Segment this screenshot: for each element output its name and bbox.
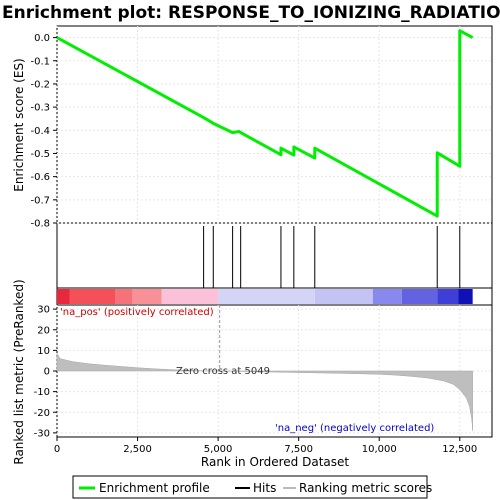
x-axis-label: Rank in Ordered Dataset: [201, 455, 349, 469]
ranked-y-tick-label: 10: [37, 346, 50, 357]
x-tick-label: 12,500: [442, 444, 477, 455]
heatmap-segment: [315, 289, 373, 304]
es-panel-frame: [57, 26, 492, 223]
heatmap-segment: [402, 289, 437, 304]
es-y-tick-label: -0.4: [30, 126, 50, 137]
ranked-y-label: Ranked list metric (PreRanked): [12, 279, 26, 464]
x-axis: 0 2,500 5,000 7,500 10,000 12,500: [54, 437, 477, 455]
heatmap-segment: [373, 289, 402, 304]
ranked-y-tick-label: -30: [34, 428, 50, 439]
heatmap-segment: [115, 289, 133, 304]
es-y-tick-label: -0.1: [30, 56, 50, 67]
es-y-tick-label: 0.0: [34, 33, 50, 44]
es-y-tick-label: -0.2: [30, 79, 50, 90]
legend-label-hits: Hits: [253, 481, 276, 495]
x-tick-label: 2,500: [123, 444, 152, 455]
heatmap-segment: [437, 289, 458, 304]
pos-correlated-label: 'na_pos' (positively correlated): [60, 307, 214, 318]
legend-label-ranking: Ranking metric scores: [299, 481, 432, 495]
heatmap-segment: [218, 289, 315, 304]
neg-correlated-label: 'na_neg' (negatively correlated): [275, 423, 434, 434]
es-y-tick-label: -0.3: [30, 103, 50, 114]
ranked-y-tick-label: -10: [34, 387, 50, 398]
ranked-y-tick-label: 20: [37, 325, 50, 336]
es-y-label: Enrichment score (ES): [12, 58, 26, 191]
es-y-tick-label: -0.6: [30, 172, 50, 183]
hits-panel-frame: [57, 223, 492, 288]
es-y-tick-label: -0.8: [30, 219, 50, 230]
rank-heatmap: [57, 289, 473, 304]
x-tick-label: 7,500: [284, 444, 313, 455]
x-tick-label: 10,000: [362, 444, 397, 455]
x-tick-label: 5,000: [204, 444, 233, 455]
es-y-axis: 0.0 -0.1 -0.2 -0.3 -0.4 -0.5 -0.6 -0.7 -0.8: [30, 33, 57, 229]
es-y-tick-label: -0.5: [30, 149, 50, 160]
ranked-y-tick-label: -20: [34, 408, 50, 419]
heatmap-segment: [162, 289, 218, 304]
es-y-tick-label: -0.7: [30, 195, 50, 206]
ranked-y-axis: 30 20 10 0 -10 -20 -30: [34, 305, 57, 440]
ranked-y-tick-label: 0: [44, 367, 50, 378]
heatmap-segment: [133, 289, 162, 304]
ranked-y-tick-label: 30: [37, 305, 50, 316]
legend-label-profile: Enrichment profile: [99, 481, 210, 495]
heatmap-segment: [70, 289, 115, 304]
zero-cross-label: Zero cross at 5049: [176, 366, 270, 377]
heatmap-segment: [57, 289, 70, 304]
x-tick-label: 0: [54, 444, 60, 455]
chart-title: Enrichment plot: RESPONSE_TO_IONIZING_RA…: [2, 3, 500, 23]
heatmap-segment: [458, 289, 473, 304]
